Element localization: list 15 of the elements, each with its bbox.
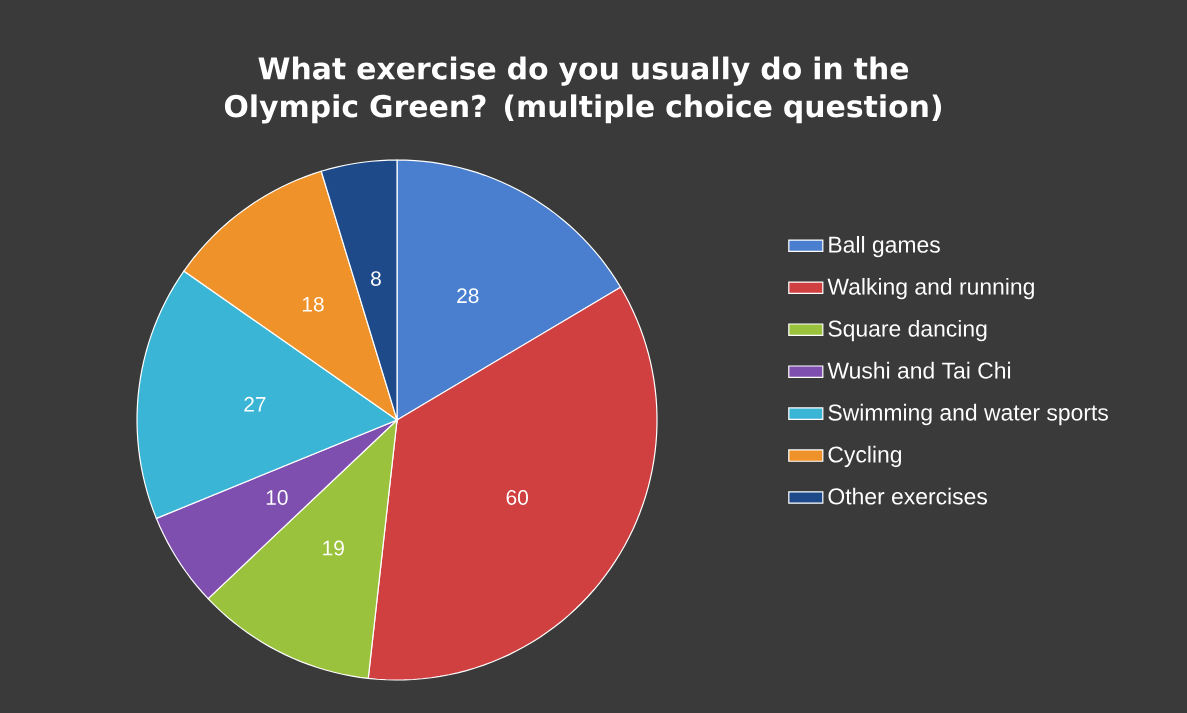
data-label: 19 <box>323 540 344 556</box>
chart-title: What exercise do you usually do in the Olympic Green? (multiple choice question) <box>224 56 942 124</box>
data-label: 8 <box>371 271 381 286</box>
legend-label: Walking and running <box>827 277 1034 300</box>
data-label: 18 <box>302 296 324 312</box>
data-label: 10 <box>266 490 288 505</box>
legend-label: Ball games <box>829 235 940 258</box>
legend-label: Wushi and Tai Chi <box>827 361 1011 379</box>
legend-label: Other exercises <box>828 487 987 505</box>
legend-label: Swimming and water sports <box>828 403 1108 426</box>
legend-label: Cycling <box>828 445 902 468</box>
legend-label: Square dancing <box>828 319 987 342</box>
data-label: 60 <box>506 490 528 505</box>
data-label: 28 <box>457 288 479 304</box>
data-label: 27 <box>244 396 266 412</box>
